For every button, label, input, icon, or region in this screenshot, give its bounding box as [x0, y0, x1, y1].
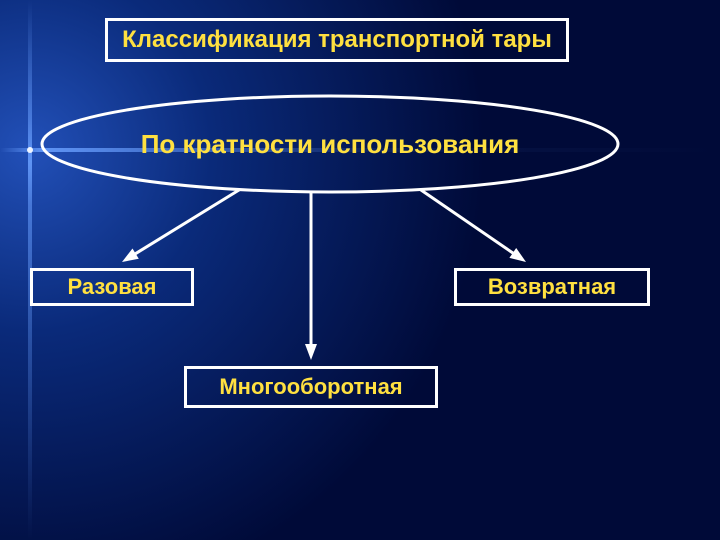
- criterion-text: По кратности использования: [141, 129, 520, 160]
- child-label: Возвратная: [488, 274, 616, 300]
- child-label: Разовая: [67, 274, 156, 300]
- child-label: Многооборотная: [219, 374, 402, 400]
- title-box: Классификация транспортной тары: [105, 18, 569, 62]
- diagram-stage: Классификация транспортной тары По кратн…: [0, 0, 720, 540]
- child-box-single-use: Разовая: [30, 268, 194, 306]
- child-box-reusable: Многооборотная: [184, 366, 438, 408]
- title-text: Классификация транспортной тары: [122, 26, 552, 54]
- child-box-returnable: Возвратная: [454, 268, 650, 306]
- criterion-ellipse: По кратности использования: [42, 96, 618, 192]
